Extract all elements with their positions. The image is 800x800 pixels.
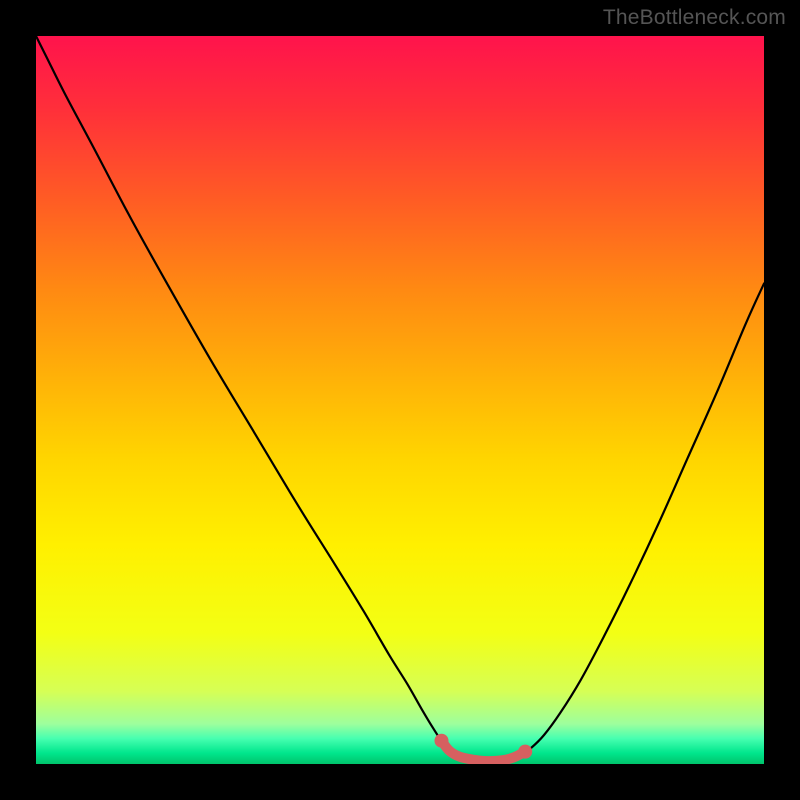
bottleneck-chart (36, 36, 764, 764)
chart-background (36, 36, 764, 764)
highlight-end-dot (518, 745, 532, 759)
highlight-start-dot (434, 734, 448, 748)
watermark-text: TheBottleneck.com (603, 6, 786, 30)
